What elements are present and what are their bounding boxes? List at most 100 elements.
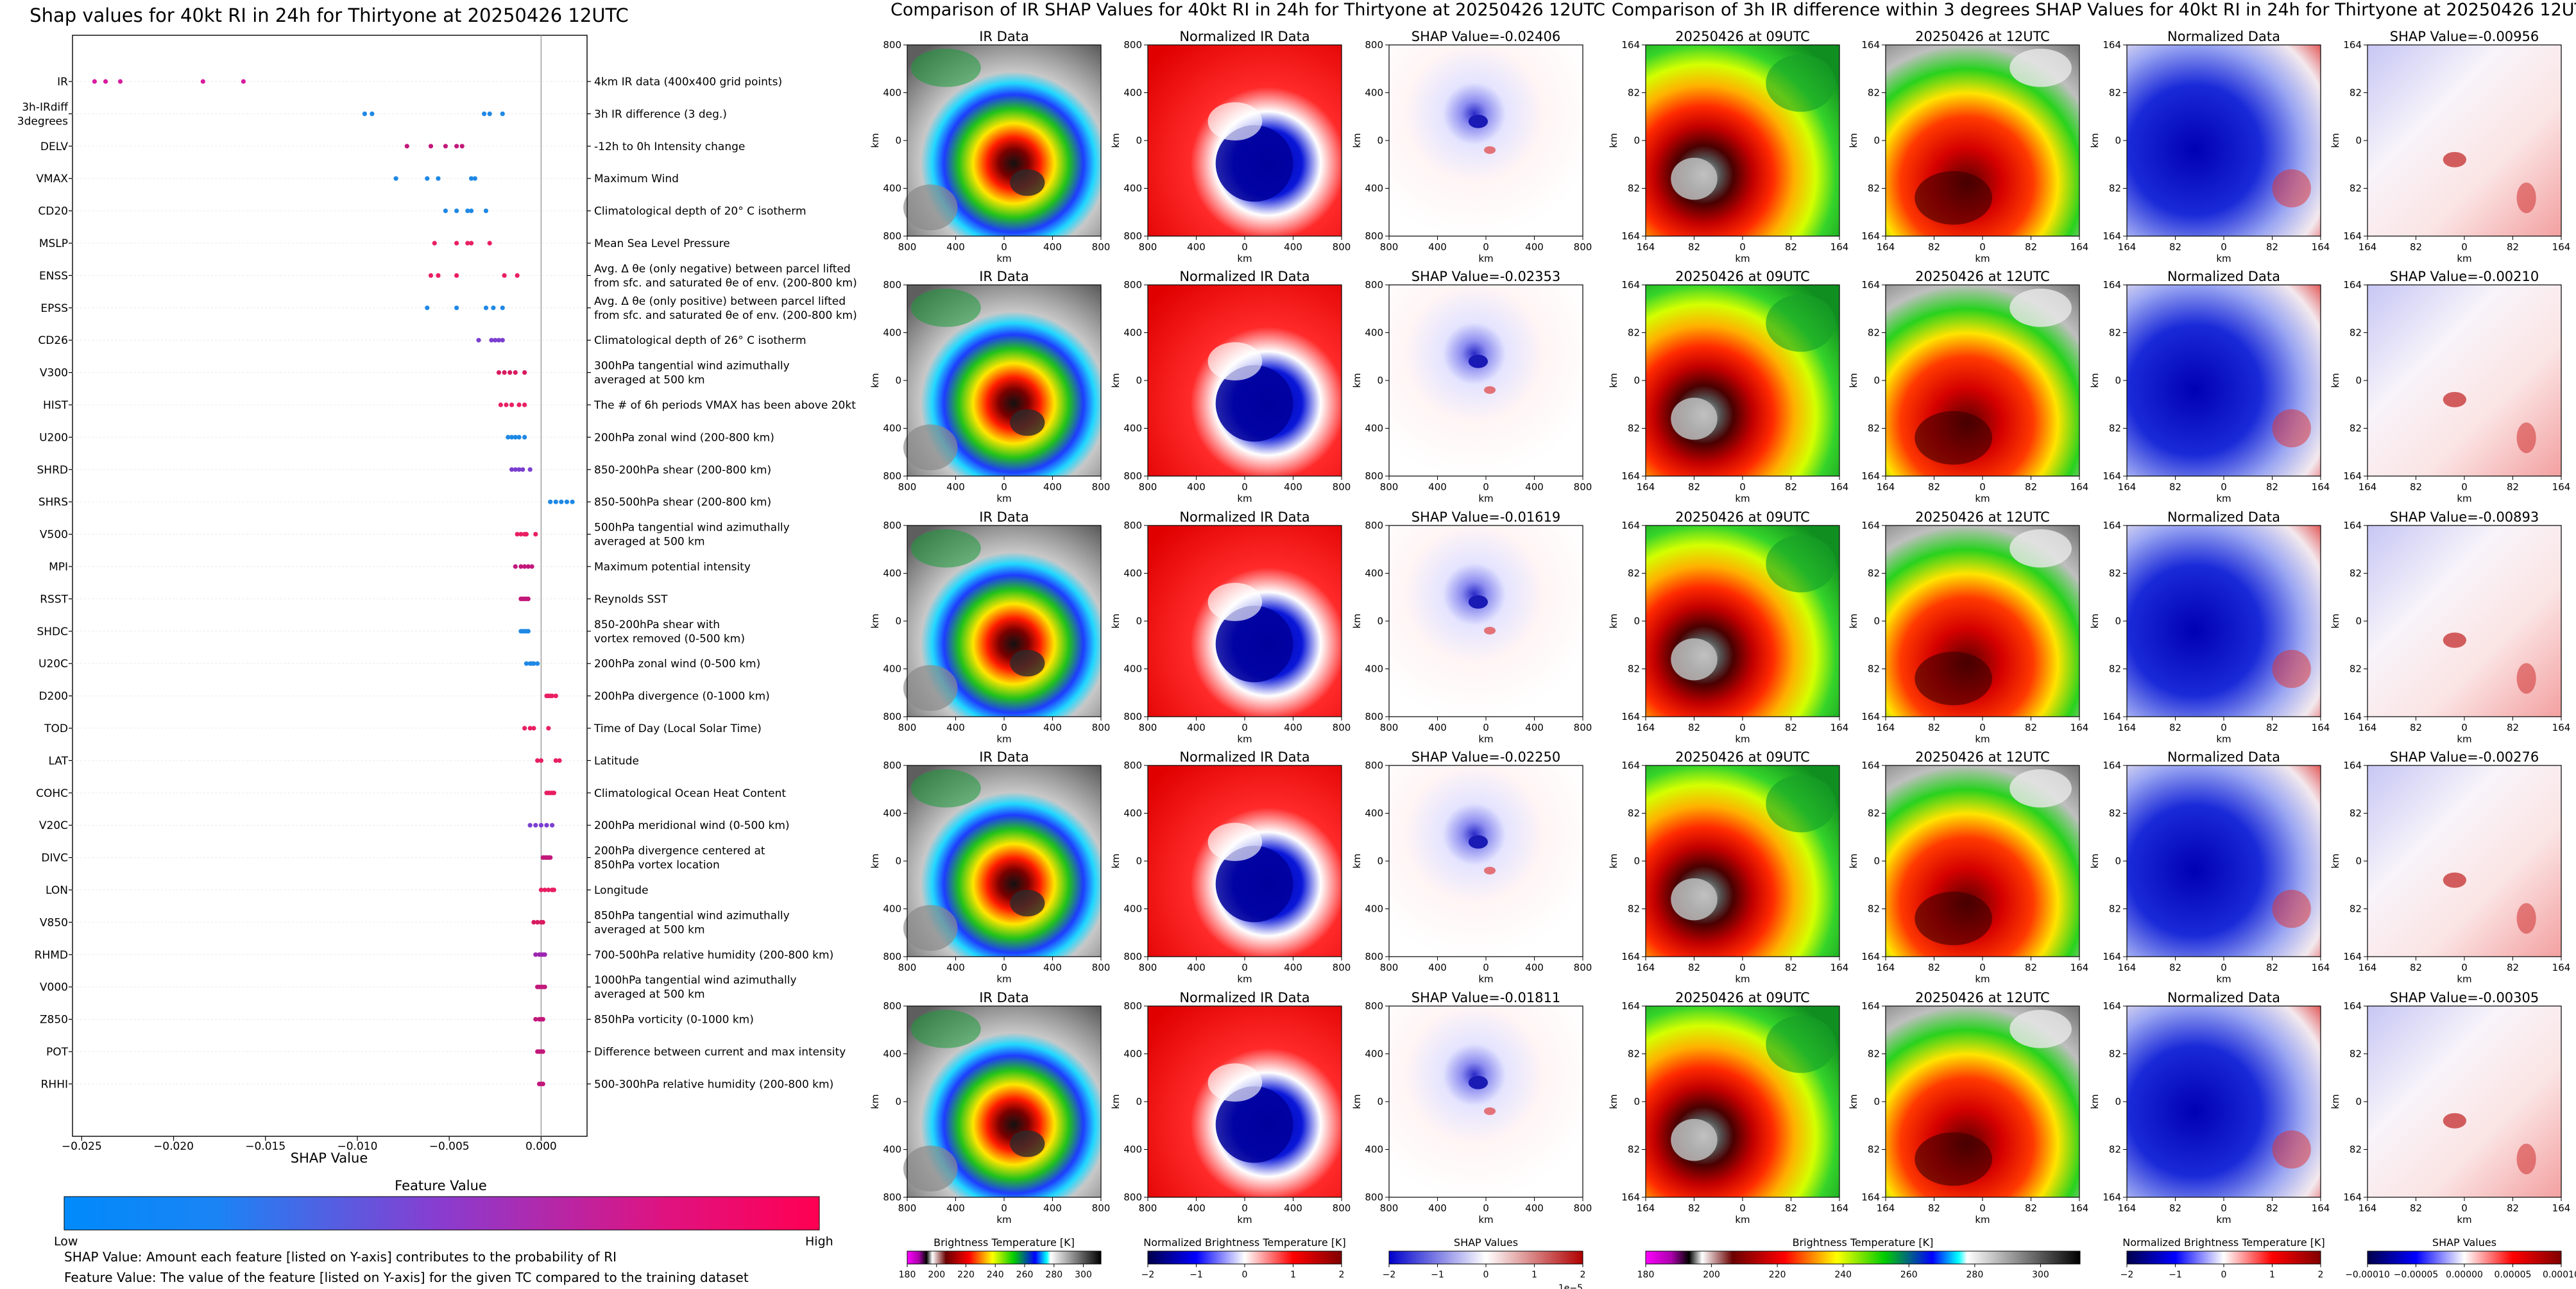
panel-x-tick-label: 164	[2070, 1202, 2089, 1214]
ir-shap-comparison: Comparison of IR SHAP Values for 40kt RI…	[869, 0, 1605, 1289]
feature-description-label: 850hPa tangential wind azimuthally averag…	[594, 909, 790, 936]
x-tick-label: −0.025	[62, 1140, 102, 1153]
cloud-shape	[1207, 823, 1263, 861]
panel-x-tick-label: 164	[1830, 241, 1849, 253]
shap-point	[533, 823, 538, 828]
panel-x-tick-label: 400	[1043, 962, 1062, 973]
cloud-shape	[1671, 397, 1718, 440]
colorbar-tick-label: 240	[987, 1270, 1004, 1280]
panel-y-tick-label: 164	[1861, 951, 1880, 962]
shap-point	[468, 209, 474, 214]
panel-x-axis-label: km	[1975, 493, 1990, 504]
cloud-shape	[1766, 294, 1836, 352]
panel-y-tick-label: 0	[2355, 615, 2362, 627]
shap-feature-row: U200 200hPa zonal wind (200-800 km)	[39, 431, 774, 444]
panel-x-tick-label: 164	[1637, 481, 1655, 493]
panel-x-tick-label: 82	[2410, 481, 2422, 493]
shap-point	[472, 176, 477, 181]
panel-x-tick-label: 800	[1139, 962, 1157, 973]
panel-y-tick-label: 800	[883, 39, 901, 51]
cloud-shape	[903, 424, 958, 471]
panel-y-tick-label: 0	[1377, 135, 1383, 146]
panel-y-tick-label: 0	[1873, 135, 1880, 146]
panel-x-tick-label: 82	[1928, 241, 1940, 253]
panel-y-tick-label: 0	[1136, 375, 1142, 386]
panel-image	[1389, 45, 1583, 236]
panel-x-axis-label: km	[1237, 733, 1252, 745]
panel-title: Normalized IR Data	[1179, 990, 1309, 1005]
panel-x-tick-label: 800	[1333, 962, 1351, 973]
panel-y-tick-label: 800	[1365, 711, 1383, 722]
panel-y-tick-label: 0	[895, 375, 901, 386]
panel-x-tick-label: 0	[1979, 962, 1986, 973]
feature-name-label: SHRD	[37, 464, 68, 477]
panel-x-tick-label: 400	[1187, 1202, 1206, 1214]
panel-y-tick-label: 164	[2103, 520, 2121, 531]
panel-x-tick-label: 164	[2312, 722, 2330, 733]
shap-feature-row: DELV -12h to 0h Intensity change	[40, 141, 745, 153]
panel-y-tick-label: 164	[2343, 1191, 2362, 1203]
panel-y-tick-label: 0	[1633, 375, 1640, 386]
panel-y-tick-label: 0	[1377, 375, 1383, 386]
panel-y-axis-label: km	[2330, 133, 2341, 148]
panel-x-tick-label: 400	[1284, 241, 1302, 253]
panel-y-tick-label: 82	[2350, 87, 2362, 99]
panel-x-tick-label: 82	[2410, 722, 2422, 733]
panel-x-tick-label: 0	[2461, 241, 2468, 253]
panel-x-axis-label: km	[1975, 1214, 1990, 1225]
panel-x-tick-label: 164	[2358, 1202, 2377, 1214]
panel-y-tick-label: 82	[2109, 1048, 2121, 1060]
panel-y-tick-label: 164	[2343, 1000, 2362, 1012]
panel-y-axis-label: km	[1110, 373, 1122, 388]
panel-y-axis-label: km	[1110, 613, 1122, 628]
panel-y-tick-label: 800	[1365, 1191, 1383, 1203]
shap-point	[549, 823, 555, 828]
colorbar-tick-label: 2	[1339, 1270, 1345, 1280]
colorbar: SHAP Values −2 −1 0 1 2 1e−5	[1383, 1236, 1586, 1289]
panel-y-tick-label: 0	[895, 855, 901, 867]
shap-feature-rows: IR 4km IR data (400x400 grid points) 3h-IR…	[17, 76, 857, 1091]
shap-hotspot-shape	[2443, 1113, 2467, 1129]
shap-point	[502, 370, 507, 375]
panel-y-axis-label: km	[2330, 613, 2341, 628]
shap-point	[540, 1049, 545, 1054]
panel-y-tick-label: 164	[2103, 1000, 2121, 1012]
panel-x-tick-label: 0	[1241, 722, 1248, 733]
panel-y-tick-label: 400	[1365, 1144, 1383, 1156]
colorbar-tick-label: 1	[2269, 1270, 2275, 1280]
panel-y-tick-label: 0	[1136, 1096, 1142, 1107]
warm-region-shape	[2272, 169, 2311, 208]
shap-point	[482, 111, 487, 116]
cloud-shape	[1207, 342, 1263, 380]
panel-y-tick-label: 164	[1621, 760, 1640, 771]
shap-point	[533, 532, 538, 537]
feature-name-label: COHC	[36, 787, 68, 800]
panel-y-axis-label: km	[1608, 1094, 1619, 1109]
cloud-shape	[2009, 529, 2072, 568]
panel-y-tick-label: 400	[1365, 568, 1383, 579]
panel-y-tick-label: 164	[2103, 1191, 2121, 1203]
panel-title: Normalized Data	[2167, 749, 2280, 765]
panel-x-tick-label: 0	[2221, 481, 2227, 493]
cloud-shape	[911, 529, 981, 568]
image-panel: 20250426 at 12UTC1641648282008282164164k…	[1848, 749, 2088, 985]
shap-hotspot-shape	[1468, 1075, 1488, 1089]
panel-y-tick-label: 400	[1365, 327, 1383, 339]
feature-name-label: ENSS	[39, 269, 68, 282]
panel-y-tick-label: 800	[883, 470, 901, 482]
panel-y-tick-label: 0	[1873, 615, 1880, 627]
panel-x-tick-label: 164	[2358, 962, 2377, 973]
panel-y-tick-label: 400	[883, 1144, 901, 1156]
feature-name-label: V20C	[39, 819, 68, 832]
panel-image	[2127, 765, 2321, 957]
colorbar-exponent: 1e−5	[1558, 1283, 1583, 1289]
shap-hotspot-shape	[2443, 391, 2467, 407]
panel-y-tick-label: 800	[1365, 230, 1383, 242]
panel-x-axis-label: km	[996, 493, 1011, 504]
image-panel: SHAP Value=-0.00276164164828200828216416…	[2330, 749, 2570, 985]
colorbar-label: SHAP Values	[2432, 1236, 2496, 1249]
shap-point	[513, 434, 518, 440]
panel-y-tick-label: 164	[1861, 230, 1880, 242]
shap-point	[551, 887, 557, 892]
feature-name-label: 3h-IRdiff 3degrees	[17, 101, 69, 128]
